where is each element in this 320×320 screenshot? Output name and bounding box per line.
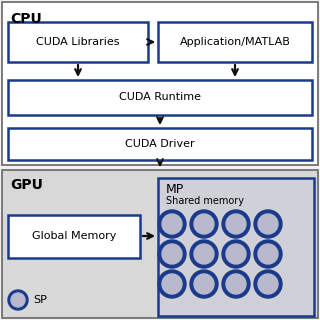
Circle shape [190, 270, 218, 298]
Circle shape [222, 270, 250, 298]
Text: CUDA Libraries: CUDA Libraries [36, 37, 120, 47]
Text: SP: SP [33, 295, 47, 305]
Circle shape [254, 270, 282, 298]
Bar [8, 215, 140, 258]
Text: Application/MATLAB: Application/MATLAB [180, 37, 291, 47]
Circle shape [11, 293, 25, 307]
Circle shape [158, 210, 186, 238]
Text: CPU: CPU [10, 12, 42, 26]
Bar [158, 178, 314, 316]
Bar [8, 22, 148, 62]
Text: MP: MP [166, 183, 184, 196]
Circle shape [158, 240, 186, 268]
Circle shape [226, 214, 246, 234]
Circle shape [190, 210, 218, 238]
Circle shape [222, 210, 250, 238]
Circle shape [158, 270, 186, 298]
Bar [2, 170, 318, 318]
Circle shape [162, 214, 182, 234]
Bar [158, 22, 312, 62]
Circle shape [258, 244, 278, 264]
Circle shape [194, 214, 214, 234]
Circle shape [222, 240, 250, 268]
Circle shape [162, 274, 182, 294]
Circle shape [254, 240, 282, 268]
Circle shape [8, 290, 28, 310]
Text: CUDA Driver: CUDA Driver [125, 139, 195, 149]
Text: GPU: GPU [10, 178, 43, 192]
Circle shape [194, 244, 214, 264]
Text: Global Memory: Global Memory [32, 231, 116, 241]
Circle shape [226, 274, 246, 294]
Circle shape [254, 210, 282, 238]
Bar [8, 80, 312, 115]
Circle shape [226, 244, 246, 264]
Bar [8, 128, 312, 160]
Circle shape [258, 214, 278, 234]
Circle shape [190, 240, 218, 268]
Bar [2, 2, 318, 165]
Circle shape [194, 274, 214, 294]
Circle shape [258, 274, 278, 294]
Text: Shared memory: Shared memory [166, 196, 244, 206]
Text: CUDA Runtime: CUDA Runtime [119, 92, 201, 102]
Circle shape [162, 244, 182, 264]
